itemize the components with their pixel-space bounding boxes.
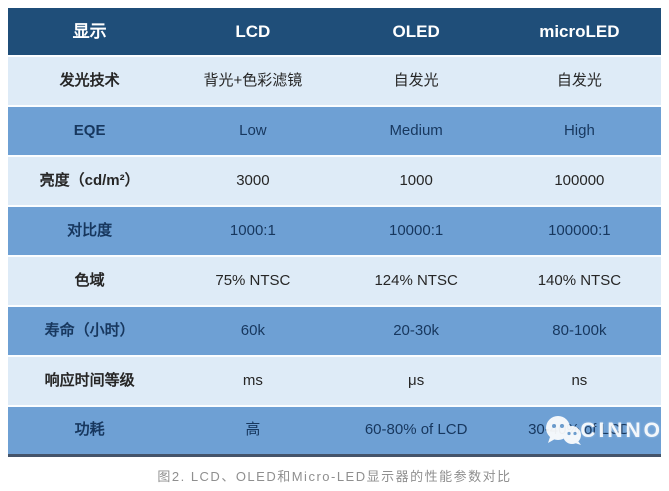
value-cell: Low — [239, 121, 267, 139]
row-label-cell: 色域 — [74, 271, 105, 289]
row-label-cell: 响应时间等级 — [44, 371, 135, 389]
value-cell: 30-40% of LCD — [528, 421, 631, 439]
row-label-cell: 亮度（cd/m²） — [39, 171, 140, 189]
table-row: 功耗 高 60-80% of LCD 30-40% of LCD — [8, 407, 661, 457]
row-label-cell: 功耗 — [74, 421, 105, 439]
value-cell: ms — [242, 371, 263, 389]
column-header-microled: microLED — [539, 21, 620, 41]
value-cell: 自发光 — [556, 71, 602, 89]
value-cell: 100000 — [554, 171, 605, 189]
column-header-lcd: LCD — [235, 21, 271, 41]
table-row: 亮度（cd/m²） 3000 1000 100000 — [8, 157, 661, 207]
row-label-cell: 发光技术 — [59, 71, 120, 89]
value-cell: 20-30k — [393, 321, 440, 339]
table-row: 色域 75% NTSC 124% NTSC 140% NTSC — [8, 257, 661, 307]
value-cell: 1000 — [399, 171, 433, 189]
value-cell: μs — [408, 371, 425, 389]
table-row: 寿命（小时） 60k 20-30k 80-100k — [8, 307, 661, 357]
row-label-cell: 对比度 — [67, 221, 113, 239]
value-cell: Medium — [389, 121, 443, 139]
value-cell: 60-80% of LCD — [364, 421, 468, 439]
value-cell: 10000:1 — [389, 221, 444, 239]
table-row: 对比度 1000:1 10000:1 100000:1 — [8, 207, 661, 257]
figure-caption: 图2. LCD、OLED和Micro-LED显示器的性能参数对比 — [157, 469, 512, 484]
value-cell: 80-100k — [552, 321, 607, 339]
value-cell: 140% NTSC — [537, 271, 622, 289]
value-cell: 高 — [245, 421, 261, 439]
value-cell: 3000 — [236, 171, 270, 189]
value-cell: High — [563, 121, 595, 139]
table-row: EQE Low Medium High — [8, 107, 661, 157]
value-cell: 75% NTSC — [215, 271, 291, 289]
value-cell: 1000:1 — [229, 221, 276, 239]
display-comparison-table: 显示 LCD OLED microLED 发光技术 背光+色彩滤镜 自发光 自发… — [8, 8, 661, 457]
value-cell: ns — [571, 371, 588, 389]
row-label-cell: 寿命（小时） — [44, 321, 135, 339]
column-header-display: 显示 — [72, 21, 107, 41]
row-label-cell: EQE — [73, 121, 106, 139]
value-cell: 自发光 — [393, 71, 439, 89]
column-header-oled: OLED — [392, 21, 440, 41]
value-cell: 100000:1 — [548, 221, 611, 239]
value-cell: 背光+色彩滤镜 — [203, 71, 303, 89]
table-row: 响应时间等级 ms μs ns — [8, 357, 661, 407]
table-row: 发光技术 背光+色彩滤镜 自发光 自发光 — [8, 57, 661, 107]
value-cell: 124% NTSC — [374, 271, 458, 289]
value-cell: 60k — [240, 321, 265, 339]
table-header-row: 显示 LCD OLED microLED — [8, 8, 661, 57]
